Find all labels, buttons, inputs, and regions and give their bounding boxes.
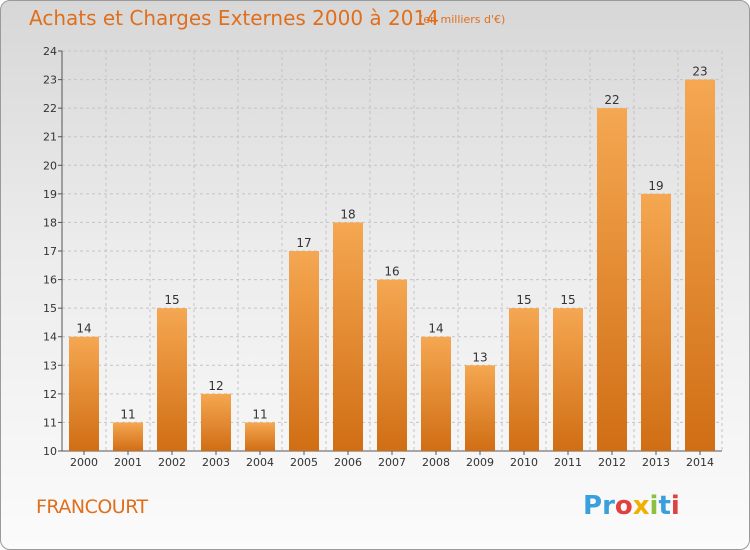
brand-letter: P — [583, 491, 603, 521]
y-tick-label: 16 — [43, 274, 57, 287]
axes: 10 11 12 13 14 15 16 17 18 19 20 21 22 23 24 2000 2001 20… — [43, 45, 722, 469]
y-tick-label: 24 — [43, 45, 57, 58]
y-tick-label: 10 — [43, 445, 57, 458]
x-tick-label: 2010 — [510, 456, 538, 469]
chart-title: Achats et Charges Externes 2000 à 2014 — [29, 6, 439, 30]
brand-letter: i — [670, 491, 680, 521]
x-tick-label: 2002 — [158, 456, 186, 469]
data-labels: 14 11 15 12 11 17 18 16 14 13 15 15 22 19 23 — [76, 65, 707, 422]
y-tick-label: 17 — [43, 245, 57, 258]
x-tick-label: 2009 — [466, 456, 494, 469]
x-tick-label: 2014 — [686, 456, 714, 469]
data-label: 16 — [384, 265, 399, 279]
bar — [333, 222, 363, 451]
y-tick-label: 14 — [43, 331, 57, 344]
x-tick-label: 2008 — [422, 456, 450, 469]
x-tick-label: 2003 — [202, 456, 230, 469]
bar — [157, 308, 187, 451]
data-label: 14 — [76, 322, 91, 336]
bar — [289, 251, 319, 451]
proxiti-logo[interactable]: Proxiti — [583, 491, 680, 521]
y-tick-label: 22 — [43, 102, 57, 115]
bar — [113, 422, 143, 451]
y-tick-label: 20 — [43, 159, 57, 172]
brand-letter: i — [649, 491, 659, 521]
bar — [377, 279, 407, 451]
x-tick-label: 2000 — [70, 456, 98, 469]
data-label: 11 — [252, 407, 267, 421]
x-tick-label: 2012 — [598, 456, 626, 469]
y-tick-label: 13 — [43, 359, 57, 372]
bar — [685, 79, 715, 452]
bar — [641, 193, 671, 451]
data-label: 15 — [560, 293, 575, 307]
data-label: 12 — [208, 379, 223, 393]
brand-letter: r — [602, 491, 615, 521]
chart-subtitle: (en milliers d'€) — [419, 13, 506, 26]
data-label: 18 — [340, 207, 355, 221]
y-tick-label: 15 — [43, 302, 57, 315]
data-label: 19 — [648, 179, 663, 193]
x-tick-label: 2005 — [290, 456, 318, 469]
bar — [509, 308, 539, 451]
bar — [69, 336, 99, 451]
x-tick-label: 2013 — [642, 456, 670, 469]
x-tick-label: 2004 — [246, 456, 274, 469]
x-tick-label: 2001 — [114, 456, 142, 469]
x-tick-label: 2006 — [334, 456, 362, 469]
bar — [597, 108, 627, 452]
bar — [201, 393, 231, 451]
y-tick-label: 18 — [43, 216, 57, 229]
y-tick-label: 11 — [43, 416, 57, 429]
data-label: 15 — [164, 293, 179, 307]
y-tick-label: 21 — [43, 131, 57, 144]
bars — [69, 79, 715, 452]
x-tick-label: 2011 — [554, 456, 582, 469]
brand-letter: t — [658, 491, 671, 521]
y-tick-label: 12 — [43, 388, 57, 401]
data-label: 22 — [604, 93, 619, 107]
bar — [465, 365, 495, 451]
data-label: 17 — [296, 236, 311, 250]
brand-letter: o — [614, 491, 633, 521]
data-label: 13 — [472, 350, 487, 364]
data-label: 14 — [428, 322, 443, 336]
brand-letter: x — [632, 491, 650, 521]
data-label: 23 — [692, 65, 707, 79]
data-label: 11 — [120, 407, 135, 421]
y-tick-label: 23 — [43, 74, 57, 87]
y-tick-label: 19 — [43, 188, 57, 201]
bar — [421, 336, 451, 451]
data-label: 15 — [516, 293, 531, 307]
location-label: FRANCOURT — [36, 496, 148, 518]
x-tick-label: 2007 — [378, 456, 406, 469]
bar — [245, 422, 275, 451]
bar — [553, 308, 583, 451]
